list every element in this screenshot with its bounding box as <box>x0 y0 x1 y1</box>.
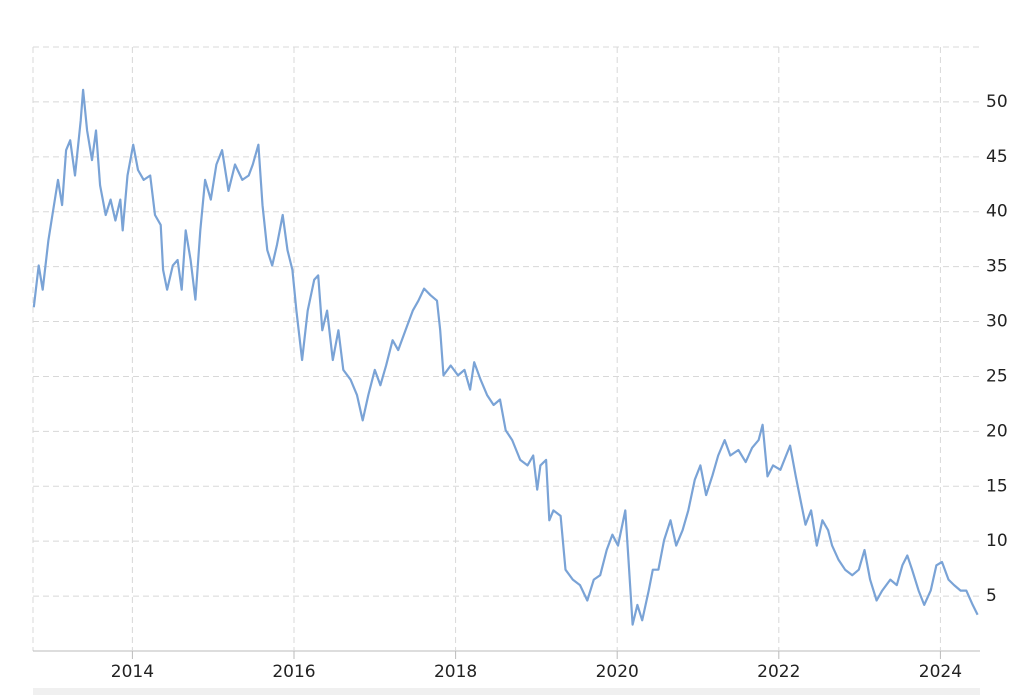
y-tick-label: 15 <box>986 476 1008 496</box>
y-tick-label: 25 <box>986 366 1008 386</box>
y-tick-label: 45 <box>986 147 1008 167</box>
x-tick-label: 2020 <box>596 662 639 682</box>
x-tick-label: 2022 <box>757 662 800 682</box>
y-tick-label: 50 <box>986 92 1008 112</box>
y-tick-label: 35 <box>986 257 1008 277</box>
y-tick-label: 5 <box>986 586 997 606</box>
data-line <box>32 88 979 626</box>
x-tick-label: 2018 <box>434 662 477 682</box>
x-tick-label: 2014 <box>111 662 154 682</box>
y-tick-label: 40 <box>986 202 1008 222</box>
x-tick-label: 2024 <box>919 662 962 682</box>
y-tick-label: 10 <box>986 531 1008 551</box>
x-tick-label: 2016 <box>272 662 315 682</box>
y-tick-label: 30 <box>986 312 1008 332</box>
y-tick-label: 20 <box>986 421 1008 441</box>
navigator <box>33 688 980 695</box>
